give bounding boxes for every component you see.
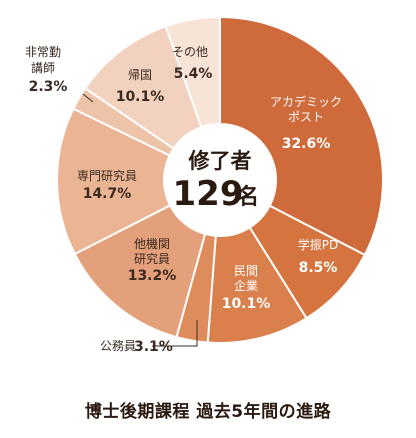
pie-slice bbox=[219, 15, 384, 257]
slice-label: 研究員 bbox=[134, 251, 170, 266]
slice-label: 非常勤 bbox=[25, 45, 61, 59]
slice-label: 専門研究員 bbox=[77, 168, 137, 183]
slice-label: 企業 bbox=[234, 278, 258, 293]
center-total: 129 bbox=[173, 174, 244, 214]
slice-label: 民間 bbox=[234, 264, 258, 278]
slice-value: 10.1% bbox=[222, 296, 271, 312]
pie-slice bbox=[56, 107, 172, 256]
slice-value: 5.4% bbox=[174, 66, 213, 82]
slice-label: ポスト bbox=[288, 110, 324, 124]
slice-value: 13.2% bbox=[128, 268, 177, 284]
center-unit: 名 bbox=[237, 184, 259, 210]
center-label: 修了者 bbox=[188, 149, 252, 173]
slice-value: 10.1% bbox=[116, 89, 165, 105]
chart-title: 博士後期課程 過去5年間の進路 bbox=[84, 402, 332, 422]
slice-value: 2.3% bbox=[29, 79, 68, 95]
pie-slice bbox=[164, 15, 221, 129]
slice-label: その他 bbox=[172, 45, 208, 59]
slice-value: 14.7% bbox=[83, 186, 132, 202]
slice-label: 公務員 bbox=[100, 339, 136, 353]
slice-value: 8.5% bbox=[299, 260, 338, 276]
slice-label: 帰国 bbox=[128, 68, 152, 82]
slice-label: 学振PD bbox=[298, 237, 338, 252]
slice-label: 他機関 bbox=[134, 236, 170, 251]
slice-value: 32.6% bbox=[282, 136, 331, 152]
slice-value: 3.1% bbox=[134, 339, 173, 355]
slice-label: 講師 bbox=[31, 60, 55, 75]
leader-line bbox=[152, 320, 198, 347]
leader-line bbox=[82, 93, 94, 103]
slice-label: アカデミック bbox=[270, 94, 342, 109]
